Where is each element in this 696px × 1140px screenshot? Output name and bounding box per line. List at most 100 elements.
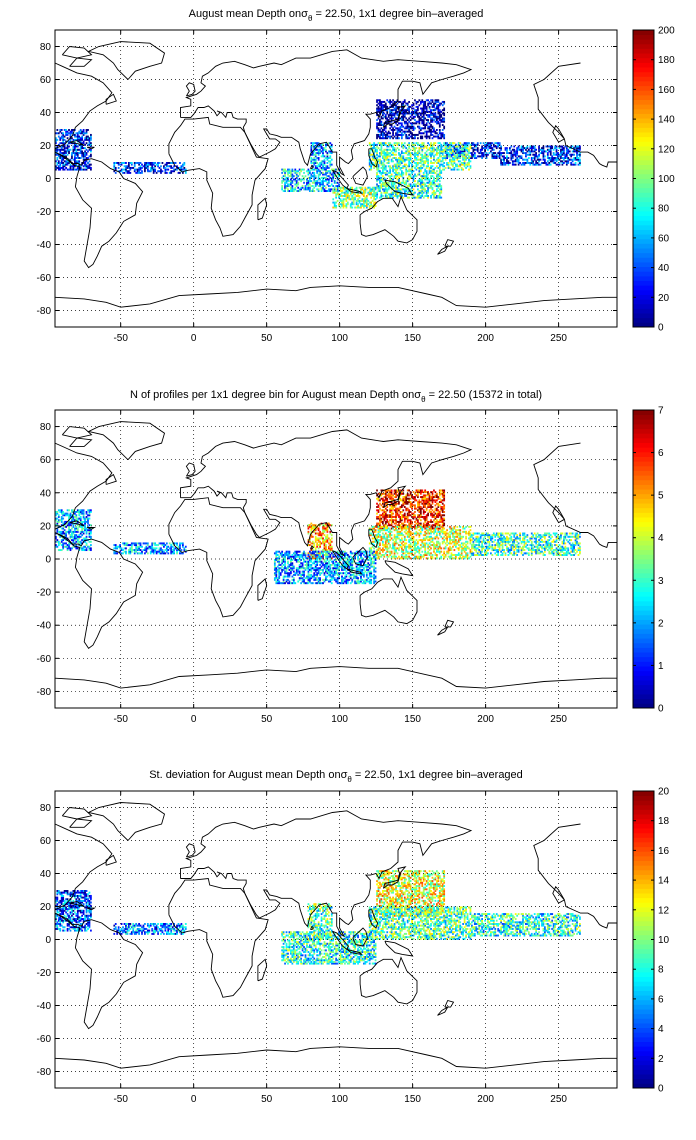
colorbar-segment (633, 76, 654, 81)
data-bin (544, 155, 546, 157)
data-bin (439, 180, 441, 182)
data-bin (470, 165, 472, 167)
data-bin (410, 149, 412, 151)
data-bin (351, 187, 353, 189)
data-bin (446, 142, 448, 144)
data-bin (439, 129, 441, 131)
colorbar-segment (633, 86, 654, 91)
colorbar-segment (633, 72, 654, 77)
data-bin (436, 129, 438, 131)
colorbar-segment (633, 49, 654, 54)
data-bin (303, 169, 305, 171)
title-text-end: = 22.50, 1x1 degree bin–averaged (312, 8, 483, 20)
colorbar-segment (633, 118, 654, 123)
data-bin (443, 514, 445, 516)
colorbar-segment (633, 58, 654, 63)
colorbar-segment (633, 216, 654, 221)
colorbar: 020406080100120140160180200 (633, 26, 675, 334)
colorbar-segment (633, 132, 654, 137)
colorbar-segment (633, 230, 654, 235)
data-bin (462, 169, 464, 171)
data-bin (414, 511, 416, 513)
data-bin (315, 175, 317, 177)
data-bin (573, 154, 575, 156)
colorbar-segment (633, 304, 654, 309)
y-tick-label: 20 (40, 141, 52, 152)
data-bin (89, 160, 91, 162)
colorbar-tick-label: 120 (658, 144, 675, 155)
data-bin (56, 129, 58, 131)
data-bin (362, 187, 364, 189)
data-bin (159, 162, 161, 164)
data-bin (544, 159, 546, 161)
data-bin (325, 187, 327, 189)
y-tick-label: 0 (45, 174, 51, 185)
data-bin (503, 152, 505, 154)
colorbar-segment (633, 39, 654, 44)
title-text: August mean Depth on (189, 8, 302, 20)
data-bin (392, 160, 394, 162)
data-bin (513, 146, 515, 148)
colorbar-segment (633, 202, 654, 207)
data-bin (391, 531, 393, 533)
x-tick-label: 150 (404, 333, 421, 344)
data-bin (569, 150, 571, 152)
data-bin (420, 519, 422, 521)
data-bin (474, 152, 476, 154)
data-bin (291, 185, 293, 187)
data-bin (432, 187, 434, 189)
data-bin (470, 155, 472, 157)
data-bin (376, 489, 378, 491)
data-bin (318, 188, 320, 190)
data-bin (480, 142, 482, 144)
data-bin (398, 137, 400, 139)
data-bin (413, 536, 415, 538)
data-bin (160, 165, 162, 167)
colorbar-tick-label: 40 (658, 263, 670, 274)
data-bin (408, 142, 410, 144)
data-bin (381, 121, 383, 123)
colorbar-segment (633, 151, 654, 156)
data-bin (500, 146, 502, 148)
colorbar-tick-label: 0 (658, 323, 664, 334)
data-bin (443, 101, 445, 103)
data-bin (405, 542, 407, 544)
x-tick-label: 0 (191, 333, 197, 344)
colorbar-segment (633, 257, 654, 262)
colorbar-segment (633, 206, 654, 211)
data-bin (379, 542, 381, 544)
data-bin (416, 147, 418, 149)
data-bin (297, 182, 299, 184)
data-bin (421, 551, 423, 553)
x-tick-label: 250 (550, 333, 567, 344)
data-bin (331, 164, 333, 166)
data-bin (305, 175, 307, 177)
data-bin (427, 159, 429, 161)
colorbar-segment (633, 318, 654, 323)
data-bin (398, 149, 400, 151)
data-bin (401, 537, 403, 539)
colorbar-segment (633, 267, 654, 272)
colorbar-segment (633, 174, 654, 179)
colorbar-segment (633, 276, 654, 281)
data-bin (335, 188, 337, 190)
data-bin (83, 129, 85, 131)
data-bin (402, 155, 404, 157)
data-bin (162, 170, 164, 172)
data-bin (443, 489, 445, 491)
data-bin (509, 162, 511, 164)
data-bin (443, 504, 445, 506)
colorbar-segment (633, 220, 654, 225)
colorbar-segment (633, 137, 654, 142)
data-bin (432, 554, 434, 556)
colorbar-segment (633, 262, 654, 267)
data-bin (90, 164, 92, 166)
colorbar-segment (633, 211, 654, 216)
data-bin (508, 157, 510, 159)
data-bin (575, 162, 577, 164)
data-bin (414, 504, 416, 506)
data-bin (414, 192, 416, 194)
data-bin (87, 129, 89, 131)
data-bin (540, 159, 542, 161)
data-bin (499, 142, 501, 144)
